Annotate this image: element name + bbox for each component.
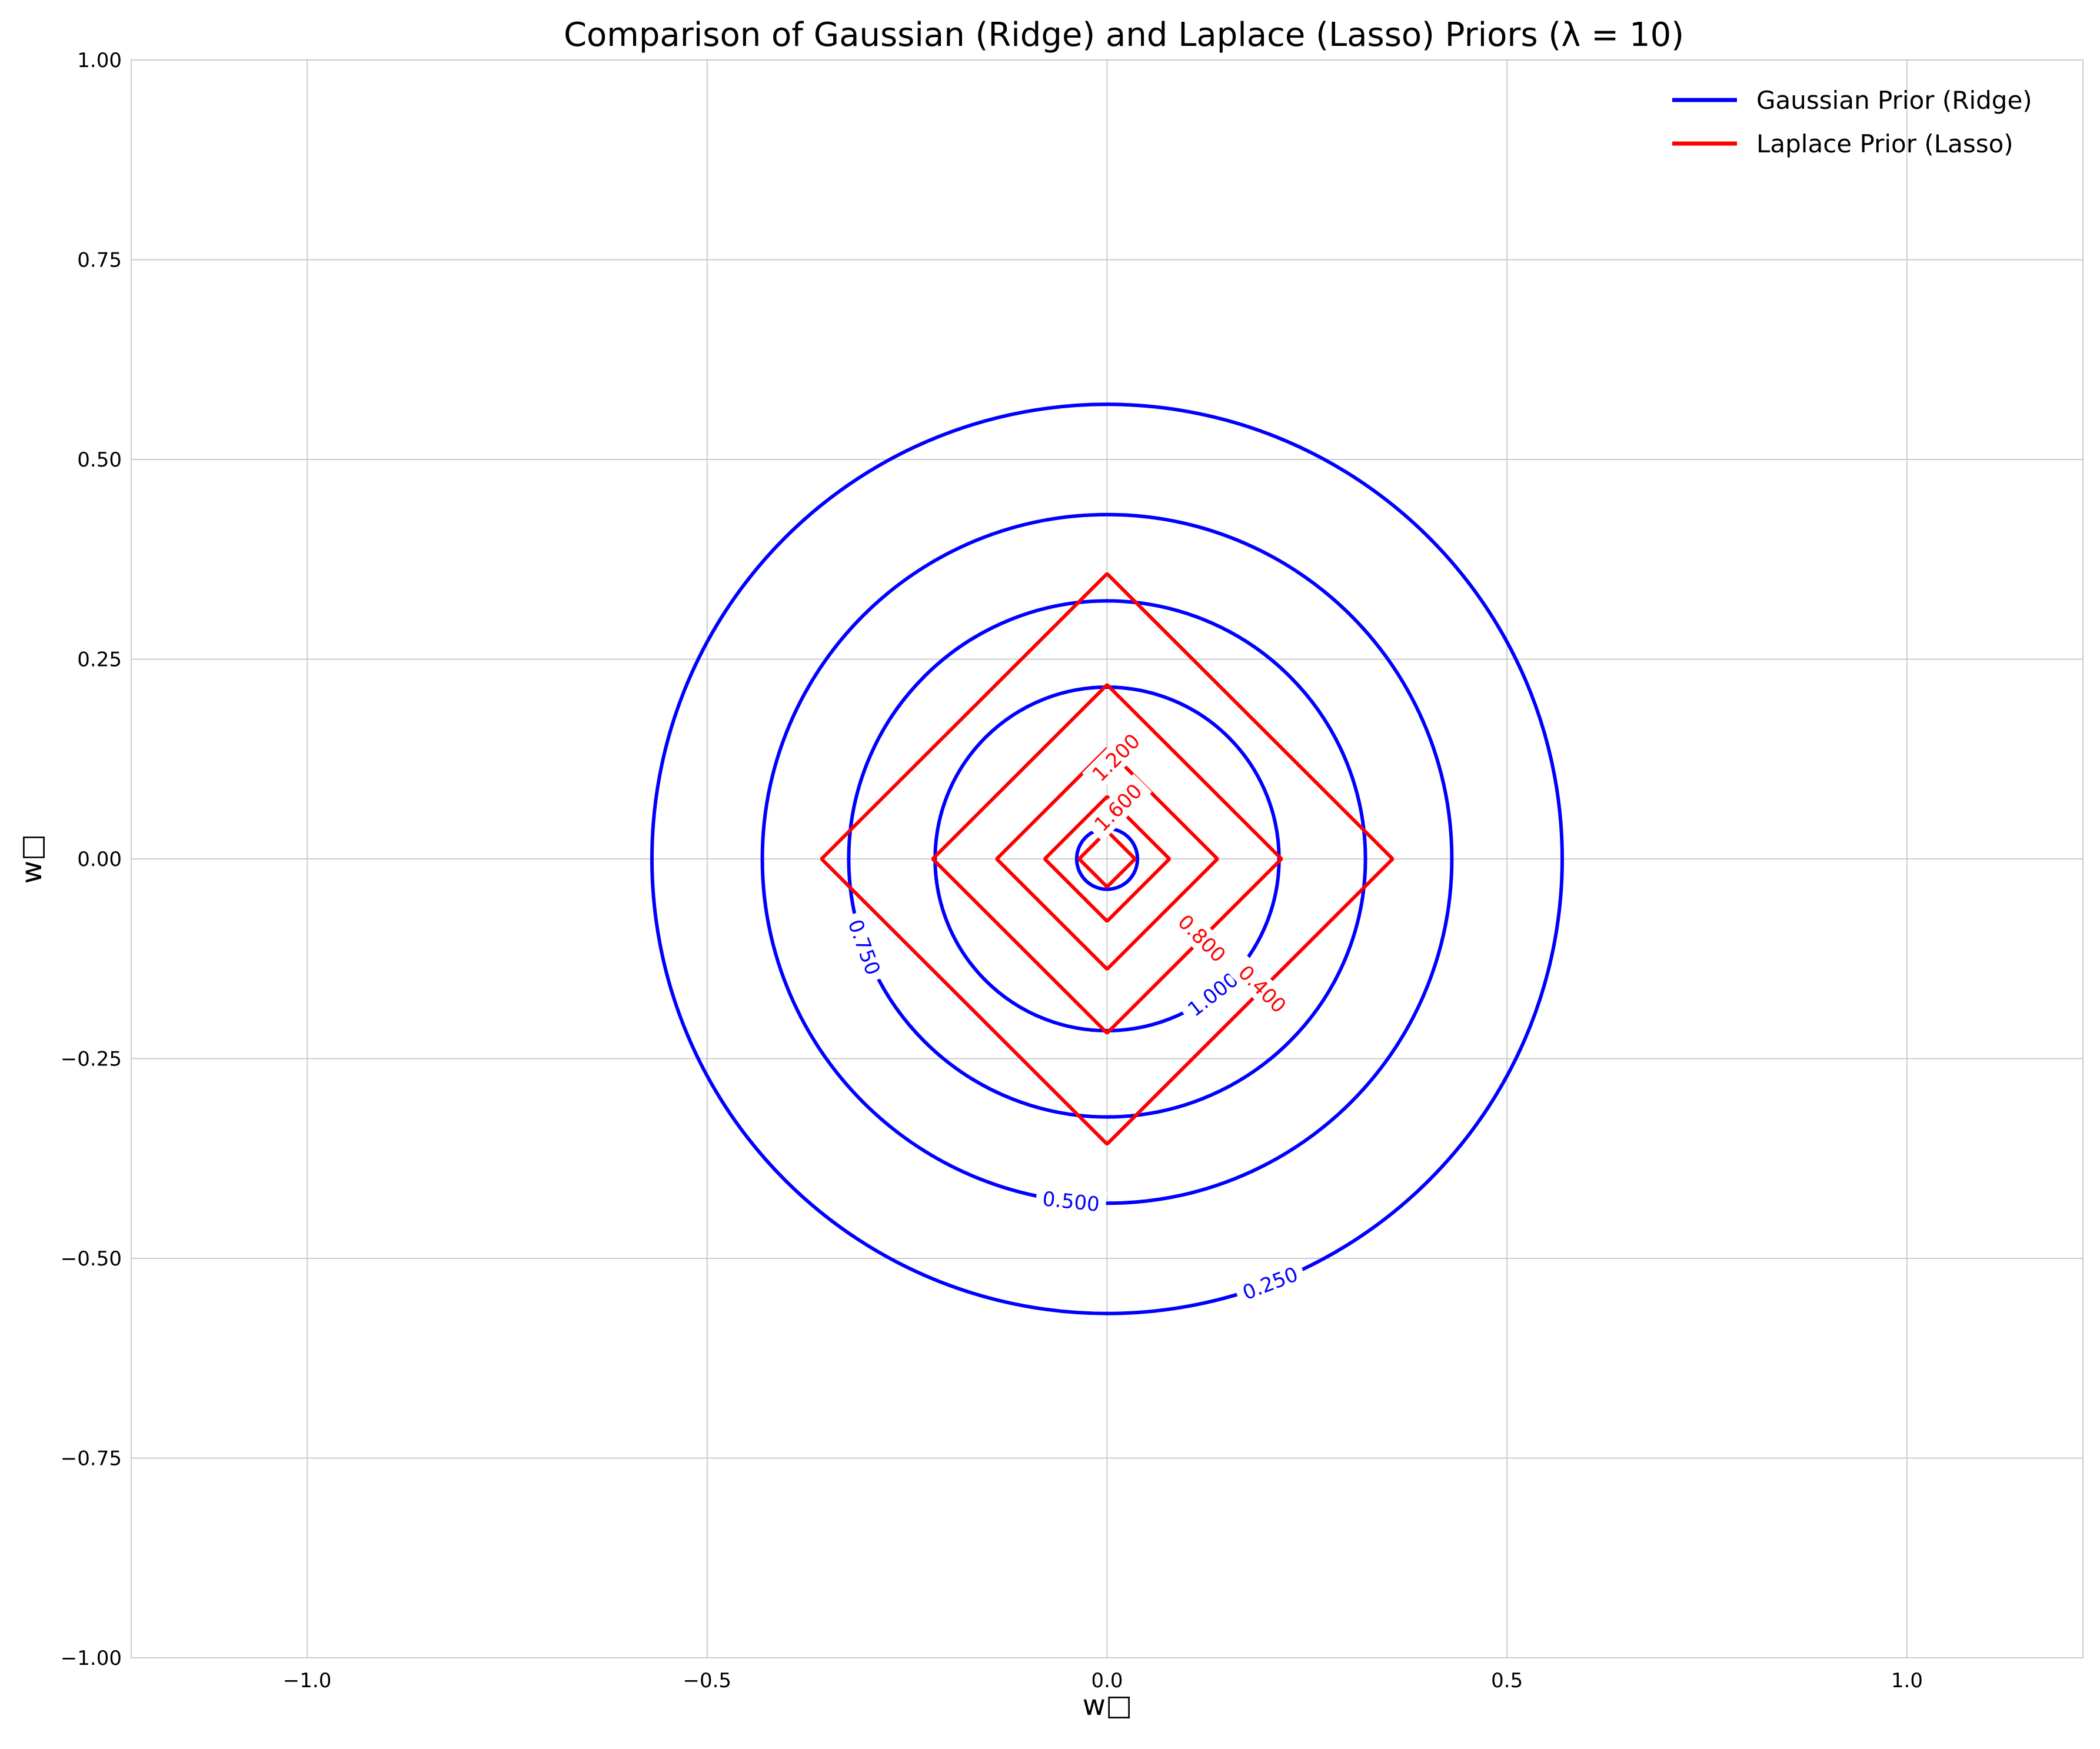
contour-label-background — [840, 910, 888, 985]
laplace-contour — [820, 572, 1394, 1145]
x-axis-label: w□ — [1083, 1689, 1133, 1722]
contour-label-background — [1177, 962, 1249, 1027]
y-tick-label: 0.25 — [77, 648, 122, 672]
y-tick-label: 0.50 — [77, 448, 122, 472]
contour-label-background — [1034, 1184, 1107, 1218]
chart-title: Comparison of Gaussian (Ridge) and Lapla… — [564, 16, 1684, 54]
y-tick-label: 0.75 — [77, 249, 122, 272]
legend-label: Gaussian Prior (Ridge) — [1756, 86, 2032, 115]
contour-label-background — [1081, 724, 1150, 792]
y-axis-label: w□ — [15, 834, 48, 884]
contour-label-group: 0.500 — [1034, 1184, 1107, 1218]
y-tick-label: 1.00 — [77, 49, 122, 72]
laplace-contour — [931, 683, 1283, 1035]
y-tick-label: −0.75 — [61, 1447, 122, 1471]
contour-label: 0.750 — [843, 917, 885, 978]
laplace-contour — [1043, 795, 1171, 923]
contour-label-background — [1233, 1258, 1308, 1308]
gaussian-contour — [650, 402, 1565, 1315]
legend-label: Laplace Prior (Lasso) — [1756, 129, 2014, 158]
x-tick-label: 0.5 — [1491, 1669, 1523, 1693]
contour-label-group: 0.750 — [840, 910, 888, 985]
y-tick-label: 0.00 — [77, 848, 122, 871]
x-tick-label: −0.5 — [683, 1669, 732, 1693]
grid — [131, 59, 2083, 1658]
laplace-contour — [1077, 829, 1137, 888]
y-tick-label: −1.00 — [61, 1647, 122, 1670]
gaussian-contour — [760, 512, 1454, 1205]
x-tick-label: −1.0 — [283, 1669, 332, 1693]
plot-frame — [131, 59, 2084, 1658]
contour-label-background — [1228, 955, 1297, 1023]
contour-label-group: 0.250 — [1233, 1258, 1308, 1308]
x-tick-label: 0.0 — [1091, 1669, 1123, 1693]
contour-label-background — [1084, 774, 1152, 842]
y-tick-label: −0.25 — [61, 1048, 122, 1071]
legend: Gaussian Prior (Ridge) Laplace Prior (Las… — [1672, 86, 2032, 158]
gaussian-contour — [847, 599, 1367, 1119]
x-tick-label: 1.0 — [1891, 1669, 1923, 1693]
contour-label-background — [1167, 904, 1236, 972]
tick-labels: −1.0 −0.5 0.0 0.5 1.0 −1.00 −0.75 −0.50 −0.25 0.0… — [61, 49, 1923, 1693]
contour-label: 0.250 — [1239, 1262, 1301, 1305]
y-tick-label: −0.50 — [61, 1247, 122, 1271]
